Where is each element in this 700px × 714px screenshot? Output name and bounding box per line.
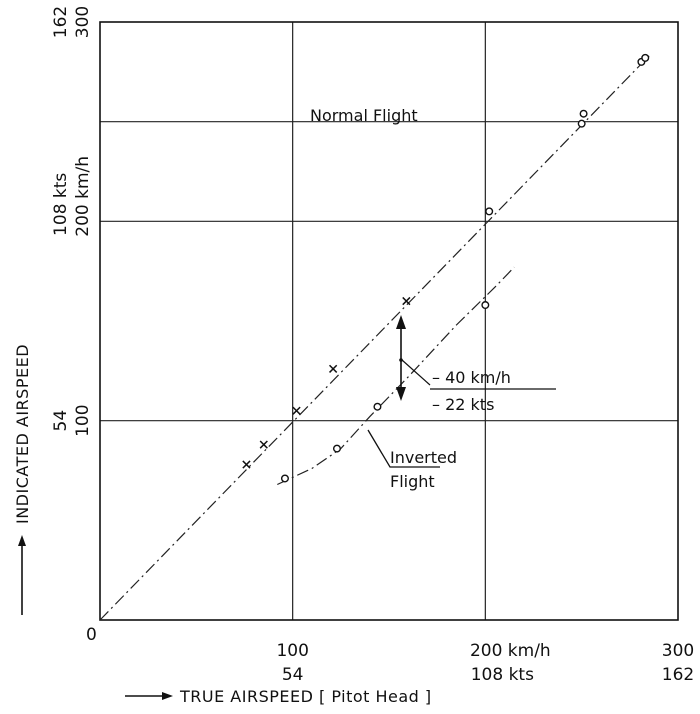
x-tick-sublabel: 162 [662, 665, 694, 685]
data-point-cross [242, 460, 251, 469]
x-tick-label: 0 [86, 625, 97, 645]
difference-kts-label: – 22 kts [432, 395, 494, 414]
inverted-flight-label-line2: Flight [390, 472, 435, 491]
data-point-circle [577, 119, 586, 128]
data-point-circle [579, 109, 588, 118]
inverted-flight-leader [367, 429, 440, 468]
x-axis-title: TRUE AIRSPEED [ Pitot Head ] [125, 687, 432, 706]
difference-kmh-label: – 40 km/h [432, 368, 511, 387]
x-tick-label: 200 km/h [470, 641, 551, 661]
y-tick-label: 200 km/h [73, 156, 93, 237]
data-point-circle [373, 402, 382, 411]
data-point-circle [332, 444, 341, 453]
series-lines [99, 55, 650, 621]
x-tick-label: 300 [662, 641, 694, 661]
data-point-cross [292, 406, 301, 415]
y-tick-sublabel: 108 kts [51, 173, 71, 236]
x-tick-sublabel: 54 [282, 665, 304, 685]
data-point-circle [280, 474, 289, 483]
data-point-circle [641, 53, 650, 62]
y-tick-sublabel: 54 [51, 410, 71, 432]
svg-text:TRUE AIRSPEED [ Pitot Head ]: TRUE AIRSPEED [ Pitot Head ] [179, 687, 432, 706]
x-tick-label: 100 [276, 641, 308, 661]
y-tick-sublabel: 162 [51, 6, 71, 38]
plot-border [99, 21, 679, 621]
y-tick-label: 100 [73, 404, 93, 436]
series-line [99, 55, 650, 621]
y-axis-title: INDICATED AIRSPEED [13, 344, 32, 615]
svg-text:INDICATED AIRSPEED: INDICATED AIRSPEED [13, 344, 32, 524]
data-point-cross [402, 296, 411, 306]
normal-flight-label: Normal Flight [310, 106, 418, 125]
data-point-cross [328, 364, 338, 373]
difference-leader [401, 359, 431, 386]
grid [100, 22, 678, 620]
inverted-flight-label-line1: Inverted [390, 448, 457, 467]
data-points [242, 53, 650, 483]
y-tick-label: 300 [73, 6, 93, 38]
difference-arrow [396, 315, 406, 401]
data-point-circle [481, 301, 490, 310]
plot-frame [99, 21, 679, 621]
data-point-cross [259, 440, 268, 449]
x-tick-sublabel: 108 kts [471, 665, 534, 685]
data-point-circle [485, 207, 494, 216]
series-line [277, 266, 515, 486]
